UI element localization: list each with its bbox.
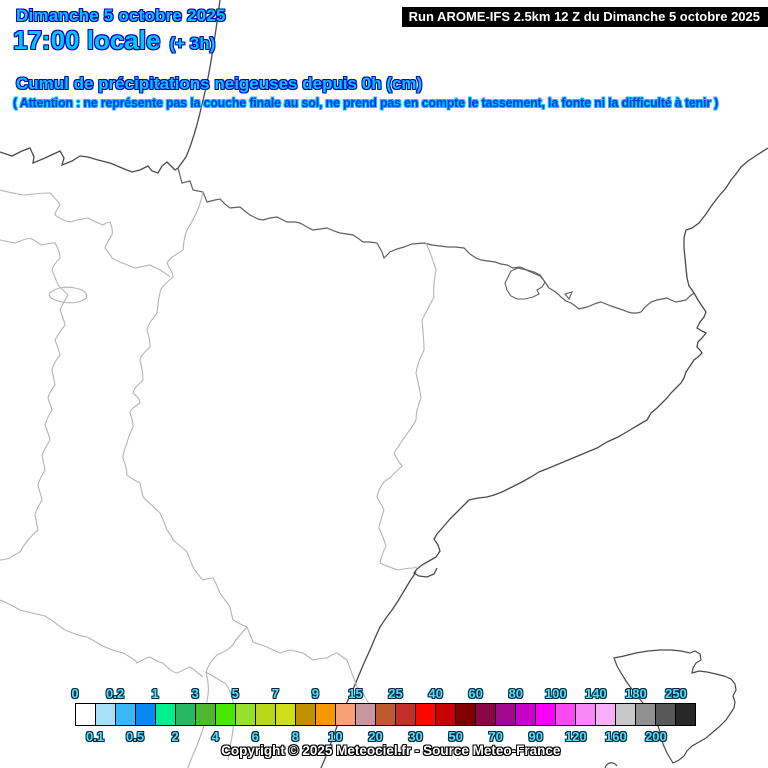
legend-cell	[116, 704, 136, 725]
legend-tick-label: 250	[665, 686, 687, 701]
copyright-label: Copyright © 2025 Meteociel.fr - Source M…	[221, 743, 561, 758]
legend-cell	[256, 704, 276, 725]
legend-bottom-labels: 0.1 0.5 2 4 6 8 10 20 30 50 70 90 120 160 200	[75, 729, 696, 744]
region-border-south-b	[205, 671, 235, 761]
legend-tick-label: 0	[71, 686, 79, 701]
legend-cell	[636, 704, 656, 725]
legend-cell	[476, 704, 496, 725]
legend-cell	[316, 704, 336, 725]
legend-tick-label: 40	[428, 686, 443, 701]
legend-cell	[376, 704, 396, 725]
legend-tick-label: 100	[544, 686, 567, 701]
legend-tick-label: 0.5	[126, 729, 145, 744]
legend-cell	[516, 704, 536, 725]
region-border-south-c	[0, 599, 204, 678]
legend-tick-label: 200	[645, 729, 667, 744]
legend-cell	[456, 704, 476, 725]
legend-cell	[596, 704, 616, 725]
map-warning: ( Attention : ne représente pas la couch…	[13, 96, 719, 110]
legend-cell	[676, 704, 695, 725]
legend-tick-label: 60	[468, 686, 483, 701]
legend-band	[75, 703, 696, 726]
legend-tick-label: 10	[328, 729, 343, 744]
region-border-castile	[0, 237, 69, 561]
legend-tick-label: 140	[584, 686, 607, 701]
legend-tick-label: 70	[488, 729, 503, 744]
time-row: 17:00 locale (+ 3h)	[13, 25, 215, 56]
legend-tick-label: 5	[231, 686, 239, 701]
legend-tick-label: 3	[191, 686, 199, 701]
legend-cell	[396, 704, 416, 725]
legend-tick-label: 2	[171, 729, 179, 744]
legend-cell	[176, 704, 196, 725]
legend-tick-label: 20	[368, 729, 383, 744]
legend-tick-label: 90	[528, 729, 543, 744]
legend-tick-label: 4	[211, 729, 219, 744]
legend-cell	[136, 704, 156, 725]
coastline-cantabria	[0, 147, 179, 174]
legend-tick-label: 80	[508, 686, 523, 701]
legend-tick-label: 50	[448, 729, 463, 744]
legend-cell	[336, 704, 356, 725]
legend-tick-label: 120	[564, 729, 587, 744]
legend-tick-label: 8	[291, 729, 299, 744]
model-run-banner: Run AROME-IFS 2.5km 12 Z du Dimanche 5 o…	[401, 7, 768, 27]
local-time-label: 17:00 locale	[13, 25, 161, 55]
region-border-trevino	[48, 286, 88, 304]
legend-tick-label: 30	[408, 729, 423, 744]
llivia-outline	[564, 291, 573, 301]
legend-tick-label: 6	[251, 729, 259, 744]
legend-cell	[356, 704, 376, 725]
legend-cell	[656, 704, 676, 725]
legend-tick-label: 0.1	[85, 729, 105, 744]
legend-cell	[236, 704, 256, 725]
legend-tick-label: 9	[311, 686, 319, 701]
legend-cell	[416, 704, 436, 725]
coastline-atlantic	[177, 0, 221, 169]
region-border-navarra	[122, 191, 374, 711]
legend-tick-label: 0.2	[106, 686, 125, 701]
legend-tick-label: 15	[348, 686, 363, 701]
map-title: Cumul de précipitations neigeuses depuis…	[16, 74, 423, 93]
legend-cell	[576, 704, 596, 725]
legend-cell	[196, 704, 216, 725]
legend-cell	[556, 704, 576, 725]
region-border-basque	[0, 189, 171, 278]
coastline-catalonia	[320, 292, 708, 768]
region-border-aragon-catalonia	[376, 242, 437, 571]
legend-tick-label: 1	[151, 686, 159, 701]
legend-cell	[156, 704, 176, 725]
legend-cell	[496, 704, 516, 725]
border-pyrenees	[177, 167, 695, 314]
legend-cell	[536, 704, 556, 725]
legend-cell	[296, 704, 316, 725]
date-label: Dimanche 5 octobre 2025	[16, 6, 226, 25]
legend-tick-label: 25	[388, 686, 403, 701]
legend-tick-label: 7	[271, 686, 279, 701]
region-border-south-a	[187, 626, 248, 768]
legend-cell	[76, 704, 96, 725]
legend-cell	[276, 704, 296, 725]
legend-cell	[436, 704, 456, 725]
legend-cell	[96, 704, 116, 725]
legend-tick-label: 180	[625, 686, 647, 701]
legend-cell	[216, 704, 236, 725]
legend-cell	[616, 704, 636, 725]
andorra-outline	[504, 267, 546, 300]
coastline-languedoc	[683, 147, 768, 294]
legend-tick-label: 160	[605, 729, 627, 744]
legend-top-labels: 0 0.2 1 3 5 7 9 15 25 40 60 80 100 140 180 250	[71, 686, 696, 701]
forecast-offset-label: (+ 3h)	[169, 34, 216, 53]
